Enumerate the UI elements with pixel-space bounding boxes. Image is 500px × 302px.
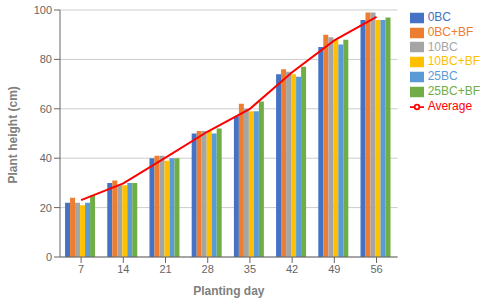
html-text:10BC+BF: 10BC+BF: [427, 54, 480, 69]
svg-text:60: 60: [40, 103, 52, 115]
html-text:25BC: 25BC: [427, 69, 458, 84]
svg-text:100: 100: [34, 4, 52, 16]
html-text:0BC+BF: 0BC+BF: [427, 24, 474, 39]
svg-text:14: 14: [117, 263, 129, 275]
svg-text:21: 21: [159, 263, 171, 275]
svg-text:49: 49: [328, 263, 340, 275]
html-text:25BC+BF: 25BC+BF: [427, 84, 480, 99]
svg-text:7: 7: [78, 263, 84, 275]
svg-text:20: 20: [40, 202, 52, 214]
html-text:Average: Average: [427, 99, 473, 113]
svg-text:35: 35: [244, 263, 256, 275]
svg-text:56: 56: [370, 263, 382, 275]
svg-text:80: 80: [40, 53, 52, 65]
svg-text:Planting day: Planting day: [193, 284, 265, 298]
svg-text:40: 40: [40, 152, 52, 164]
html-text:0BC: 0BC: [427, 10, 451, 24]
svg-text:28: 28: [202, 263, 214, 275]
svg-text:0: 0: [46, 251, 52, 263]
svg-text:42: 42: [286, 263, 298, 275]
svg-text:Plant height (cm): Plant height (cm): [8, 86, 20, 183]
html-text:10BC: 10BC: [427, 39, 458, 54]
